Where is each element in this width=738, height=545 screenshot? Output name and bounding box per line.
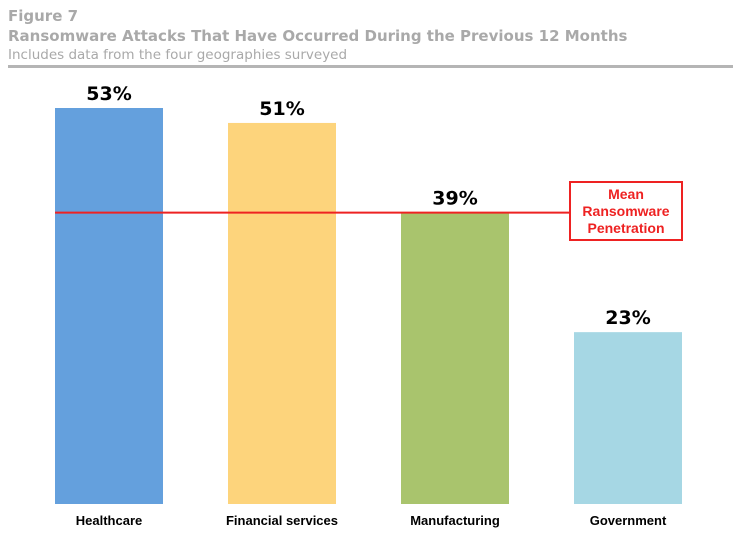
- bar-manufacturing: [401, 212, 509, 505]
- header-divider: [8, 65, 733, 68]
- category-label-government: Government: [590, 513, 667, 528]
- value-label-healthcare: 53%: [86, 83, 131, 105]
- category-label-manufacturing: Manufacturing: [410, 513, 500, 528]
- chart-header: Figure 7 Ransomware Attacks That Have Oc…: [8, 6, 734, 64]
- chart-title: Ransomware Attacks That Have Occurred Du…: [8, 27, 628, 45]
- chart-subtitle: Includes data from the four geographies …: [8, 47, 348, 63]
- category-label-healthcare: Healthcare: [76, 513, 142, 528]
- category-label-financial-services: Financial services: [226, 513, 338, 528]
- mean-ransomware-penetration-label: Mean Ransomware Penetration: [569, 181, 683, 241]
- mean-label-text: Mean Ransomware Penetration: [582, 185, 670, 236]
- bar-government: [574, 332, 682, 504]
- value-label-manufacturing: 39%: [432, 188, 477, 210]
- bar-healthcare: [55, 108, 163, 504]
- figure-label: Figure 7: [8, 7, 79, 25]
- value-label-financial-services: 51%: [259, 98, 304, 120]
- bar-financial-services: [228, 122, 336, 505]
- bars-group: 53% Healthcare 51% Financial services 39% Man…: [55, 83, 682, 528]
- value-label-government: 23%: [605, 307, 650, 329]
